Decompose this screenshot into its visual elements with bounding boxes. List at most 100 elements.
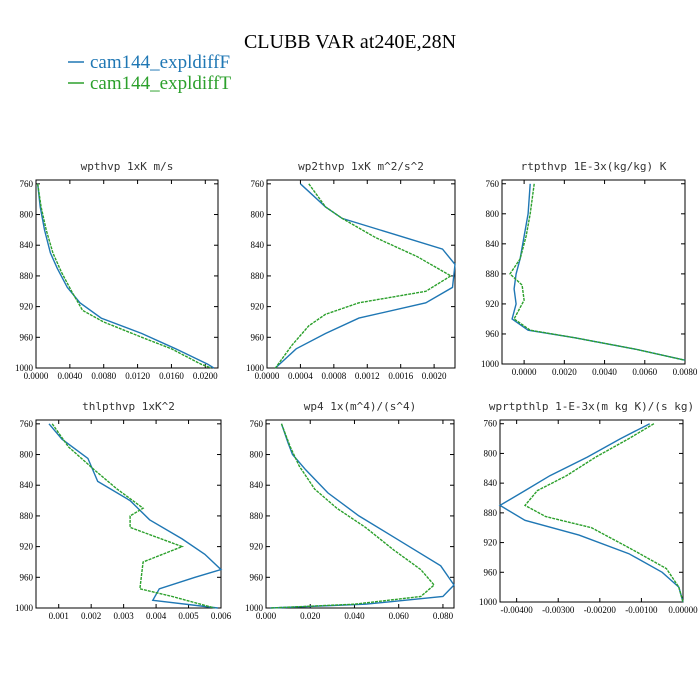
y-tick-label: 760 (250, 419, 264, 429)
series-line-expldiffF (274, 183, 456, 369)
y-tick-label: 1000 (15, 363, 34, 373)
y-tick-label: 760 (20, 419, 34, 429)
plot-frame (501, 179, 686, 365)
x-tick-label: 0.0200 (193, 371, 218, 381)
series-line-expldiffT (37, 183, 212, 369)
y-tick-label: 920 (20, 302, 34, 312)
y-tick-label: 840 (250, 480, 264, 490)
x-tick-label: 0.0016 (388, 371, 413, 381)
panel-4: thlpthvp 1xK^2 760 800 840 880 920 960 1000 0.00… (15, 400, 232, 621)
y-tick-label: 960 (250, 572, 264, 582)
x-tick-label: 0.001 (49, 611, 69, 621)
x-tick-label: 0.0020 (422, 371, 447, 381)
x-tick-label: 0.0060 (632, 367, 657, 377)
x-tick-label: 0.005 (178, 611, 199, 621)
plot-frame (35, 179, 219, 369)
x-tick-label: -0.00300 (542, 605, 575, 615)
x-tick-label: 0.0000 (24, 371, 49, 381)
y-tick-label: 880 (251, 271, 265, 281)
y-tick-label: 920 (486, 299, 500, 309)
y-tick-label: 960 (20, 572, 34, 582)
y-tick-label: 960 (20, 332, 34, 342)
y-tick-label: 760 (486, 179, 500, 189)
x-tick-label: 0.002 (81, 611, 101, 621)
series-line-expldiffT (270, 423, 436, 609)
panel-title: wpthvp 1xK m/s (81, 160, 174, 173)
x-tick-label: 0.0012 (355, 371, 380, 381)
y-tick-label: 760 (251, 179, 265, 189)
x-tick-label: -0.00100 (625, 605, 658, 615)
legend-label-expldiffF: cam144_expldiffF (90, 52, 230, 73)
panel-5: wp4 1x(m^4)/(s^4)76080084088092096010000… (245, 400, 455, 621)
y-tick-label: 840 (20, 480, 34, 490)
y-tick-label: 920 (20, 542, 34, 552)
panel-3: rtpthvp 1E-3x(kg/kg) K 760 800 840 880 920 960… (481, 160, 698, 377)
y-tick-label: 800 (484, 448, 498, 458)
y-tick-label: 800 (20, 210, 34, 220)
legend-label-expldiffT: cam144_expldiffT (90, 73, 231, 94)
panel-1: wpthvp 1xK m/s76080084088092096010000.00… (15, 160, 219, 381)
y-tick-label: 1000 (481, 359, 500, 369)
y-tick-label: 760 (20, 179, 34, 189)
panel-title: wp4 1x(m^4)/(s^4) (304, 400, 417, 413)
y-tick-label: 880 (20, 271, 34, 281)
x-tick-label: 0.0040 (592, 367, 617, 377)
x-tick-label: 0.0020 (552, 367, 577, 377)
plot-frame (265, 419, 455, 609)
x-tick-label: 0.0120 (125, 371, 150, 381)
series-line-expldiffF (48, 423, 223, 609)
panel-title: wprtpthlp 1-E-3x(m kg K)/(s kg) (489, 400, 694, 413)
figure-title: CLUBB VAR at240E,28N (244, 31, 456, 53)
x-tick-label: 0.0000 (255, 371, 280, 381)
panels: wpthvp 1xK m/s76080084088092096010000.00… (15, 160, 698, 621)
y-tick-label: 960 (484, 567, 498, 577)
y-tick-label: 1000 (245, 603, 264, 613)
x-tick-label: 0.000 (256, 611, 277, 621)
series-line-expldiffF (511, 183, 686, 361)
panel-6: wprtpthlp 1-E-3x(m kg K)/(s kg) 760 800 840… (479, 400, 698, 615)
x-tick-label: 0.0080 (91, 371, 116, 381)
y-tick-label: 880 (484, 508, 498, 518)
y-tick-label: 1000 (15, 603, 34, 613)
y-tick-label: 840 (484, 478, 498, 488)
x-tick-label: 0.00000 (668, 605, 698, 615)
x-tick-label: 0.0000 (512, 367, 537, 377)
x-tick-label: -0.00200 (584, 605, 617, 615)
plot-frame (35, 419, 222, 609)
x-tick-label: 0.040 (344, 611, 365, 621)
panel-title: thlpthvp 1xK^2 (82, 400, 175, 413)
x-tick-label: 0.020 (300, 611, 321, 621)
y-tick-label: 800 (250, 450, 264, 460)
y-tick-label: 840 (486, 239, 500, 249)
y-tick-label: 880 (486, 269, 500, 279)
y-tick-label: 1000 (479, 597, 498, 607)
series-line-expldiffF (498, 423, 684, 603)
panel-2: wp2thvp 1xK m^2/s^2 760 800 840 880 920 960 100… (246, 160, 456, 381)
y-tick-label: 960 (486, 329, 500, 339)
y-tick-label: 960 (251, 332, 265, 342)
x-tick-label: 0.060 (389, 611, 410, 621)
y-tick-label: 840 (20, 240, 34, 250)
y-tick-label: 920 (251, 302, 265, 312)
x-tick-label: 0.003 (114, 611, 135, 621)
panel-title: rtpthvp 1E-3x(kg/kg) K (521, 160, 667, 173)
x-tick-label: 0.0040 (57, 371, 82, 381)
y-tick-label: 920 (250, 542, 264, 552)
y-tick-label: 920 (484, 538, 498, 548)
x-tick-label: 0.006 (211, 611, 232, 621)
series-line-expldiffF (270, 423, 455, 609)
y-tick-label: 800 (20, 450, 34, 460)
x-tick-label: 0.0080 (673, 367, 698, 377)
plot-frame (266, 179, 456, 369)
plot-frame (499, 419, 684, 603)
y-tick-label: 1000 (246, 363, 265, 373)
legend: cam144_expldiffF cam144_expldiffT (68, 52, 231, 94)
series-line-expldiffT (509, 183, 686, 361)
series-line-expldiffT (51, 423, 215, 609)
y-tick-label: 840 (251, 240, 265, 250)
series-line-expldiffT (523, 423, 684, 603)
x-tick-label: 0.004 (146, 611, 167, 621)
series-line-expldiffT (274, 183, 453, 369)
panel-title: wp2thvp 1xK m^2/s^2 (298, 160, 424, 173)
